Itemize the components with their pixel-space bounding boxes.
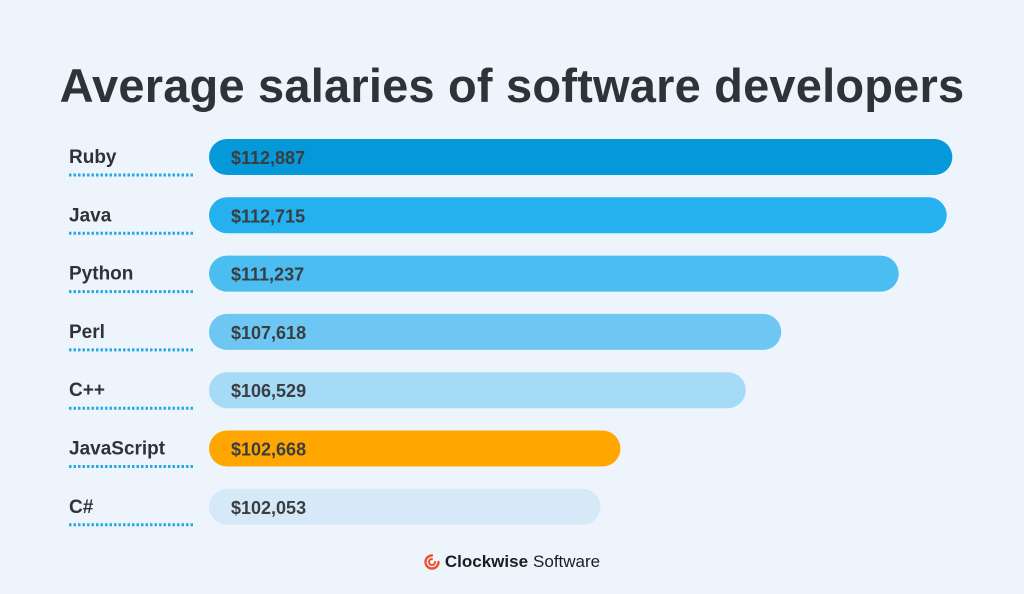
category-label-python: Python [69, 264, 133, 285]
value-label-javascript: $102,668 [231, 440, 306, 460]
bar-perl [209, 313, 782, 350]
brand-footer: Clockwise Software [0, 552, 1024, 572]
value-label-perl: $107,618 [231, 323, 306, 343]
brand-name-bold: Clockwise [444, 552, 529, 571]
category-label-ruby: Ruby [69, 147, 117, 168]
bar-javascript [209, 430, 621, 467]
value-label-java: $112,715 [231, 206, 305, 226]
bar-java [209, 197, 947, 234]
value-label-ruby: $112,887 [231, 148, 305, 168]
clockwise-logo-icon [424, 554, 440, 570]
category-label-perl: Perl [69, 322, 105, 343]
brand-name-regular: Software [533, 552, 601, 571]
category-label-javascript: JavaScript [69, 439, 166, 460]
value-label-c#: $102,053 [231, 498, 306, 518]
bar-c# [209, 488, 601, 525]
category-label-c#: C# [69, 497, 94, 518]
bar-c++ [209, 372, 746, 409]
bar-ruby [209, 139, 953, 175]
value-label-c++: $106,529 [231, 381, 306, 401]
chart-title: Average salaries of software developers [59, 59, 965, 112]
value-label-python: $111,237 [231, 265, 304, 285]
category-label-java: Java [69, 205, 112, 226]
category-label-c++: C++ [69, 380, 105, 401]
bar-python [209, 255, 899, 292]
